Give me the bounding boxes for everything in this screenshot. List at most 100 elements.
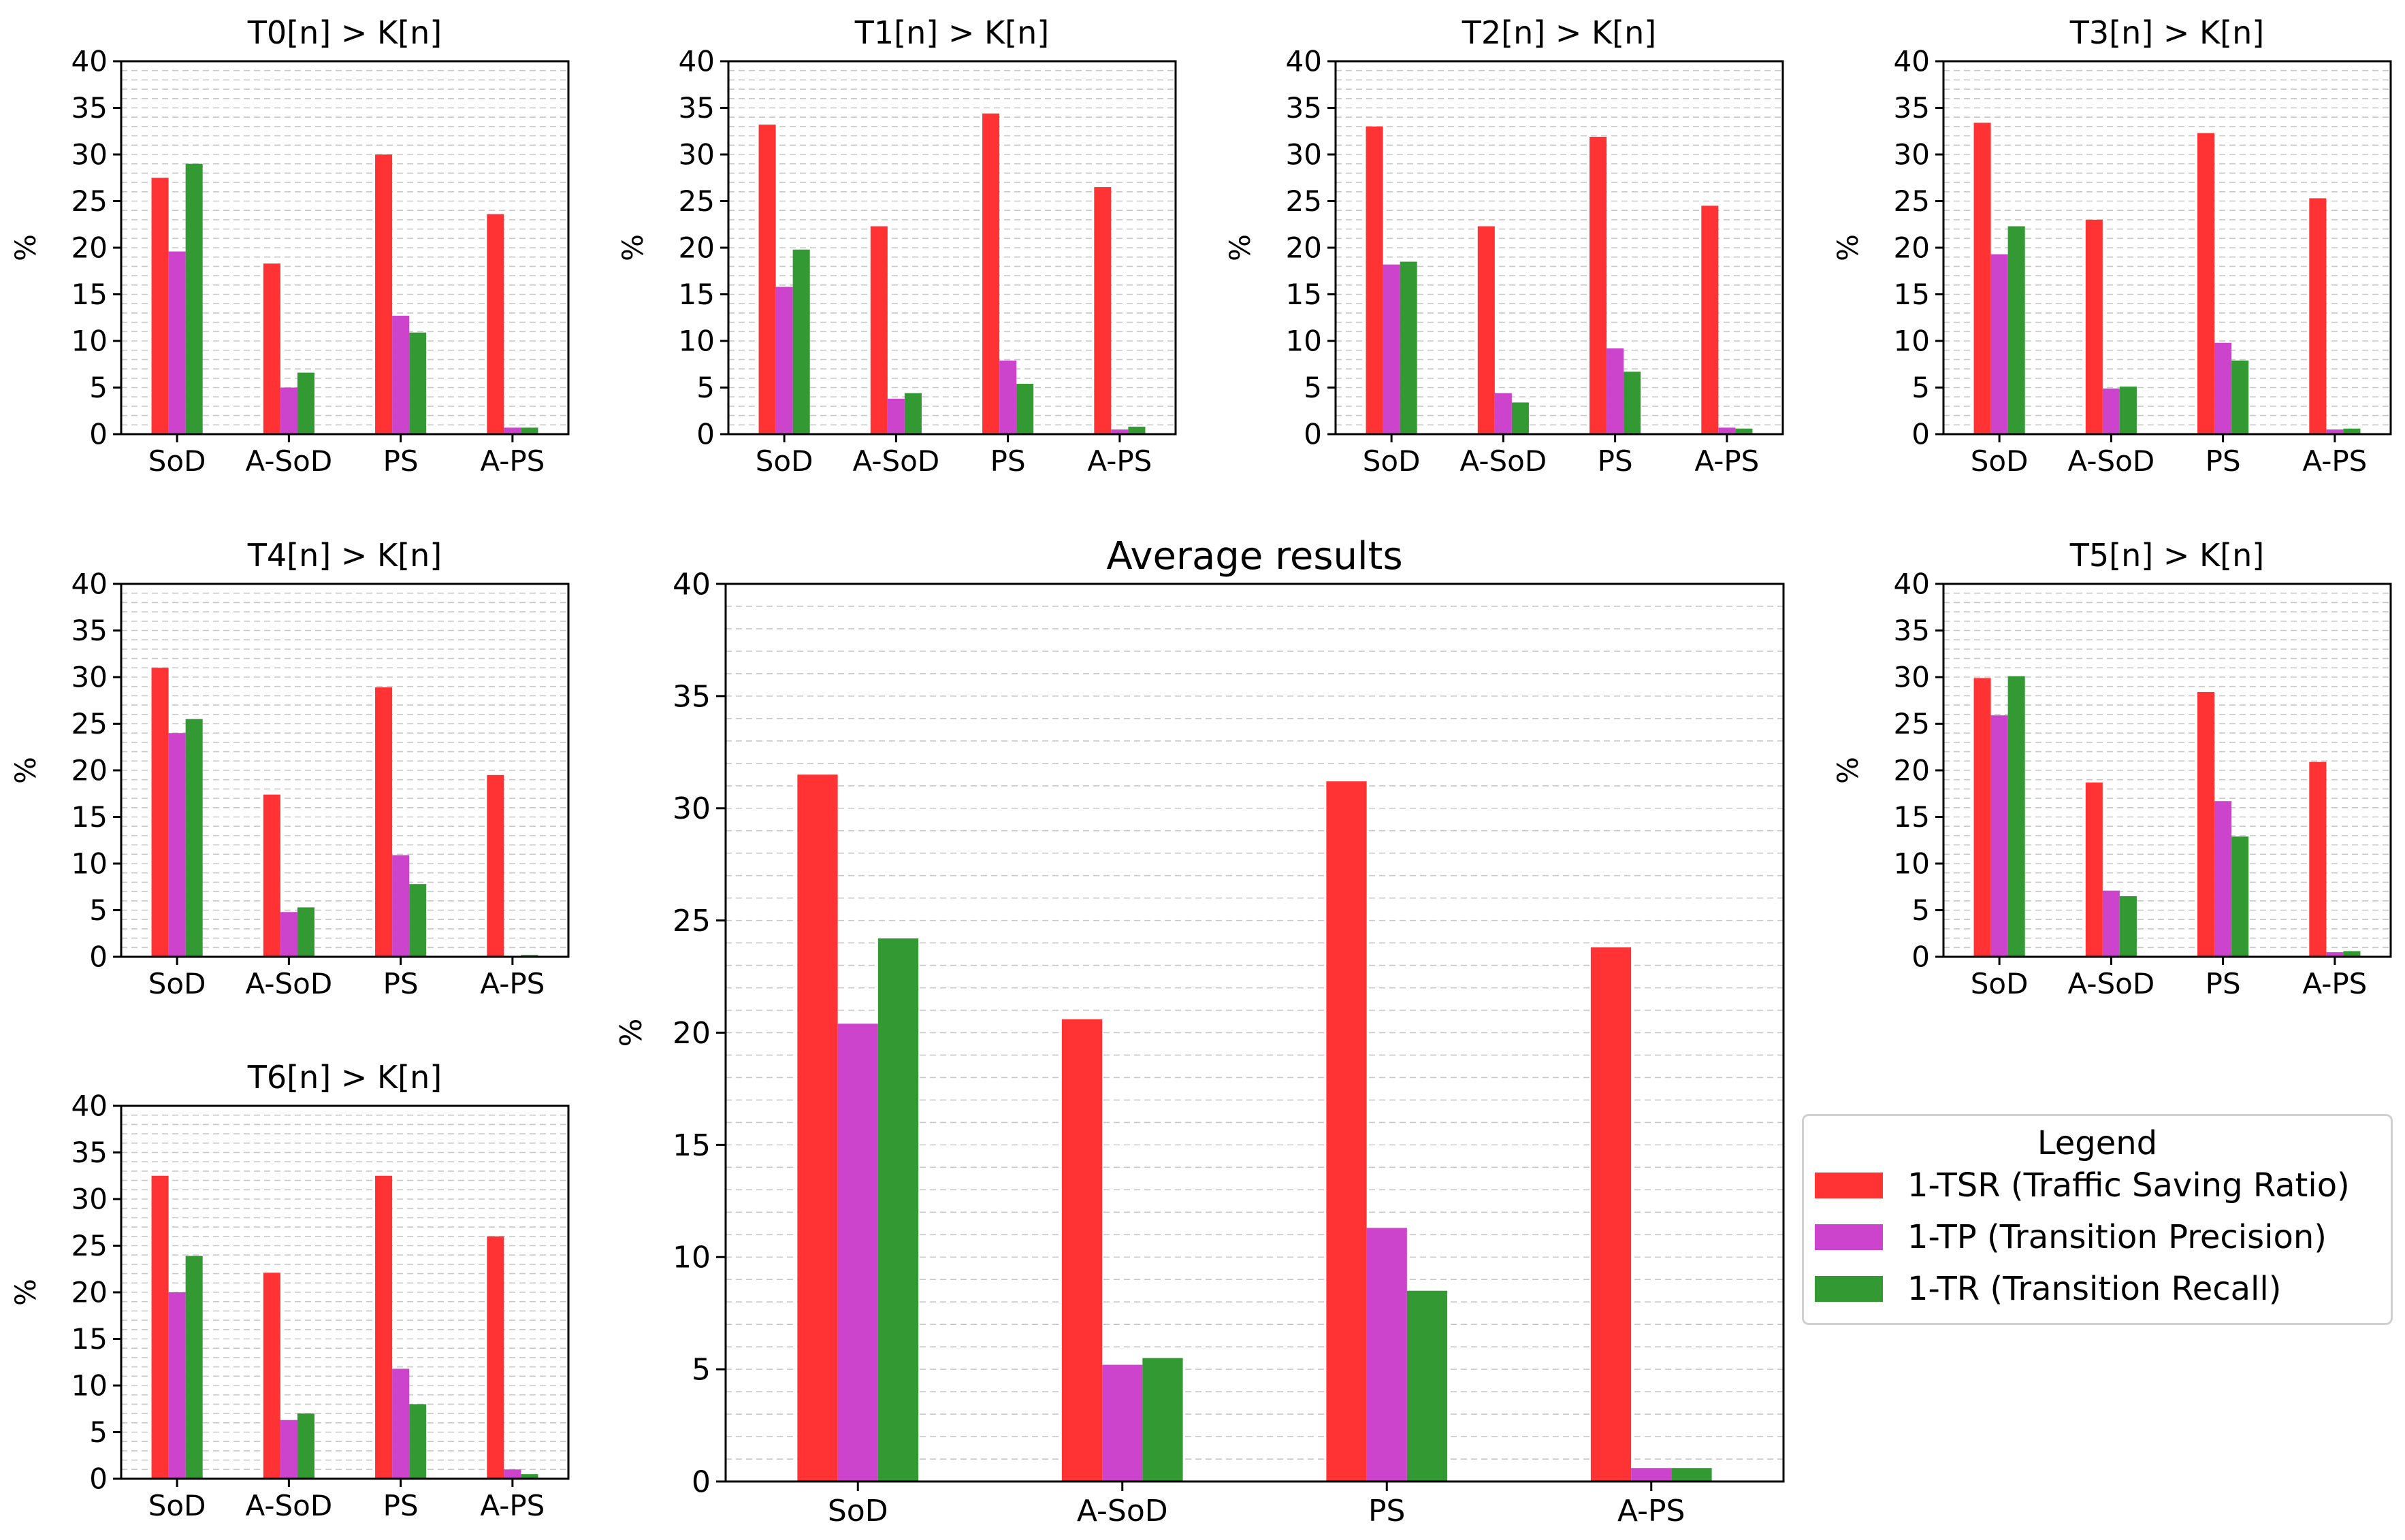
x-tick-label: PS bbox=[2206, 444, 2241, 478]
bar-a-sod-s2 bbox=[1511, 402, 1529, 434]
bar-a-ps-s0 bbox=[487, 1236, 504, 1479]
y-tick-label: 10 bbox=[679, 325, 715, 358]
x-tick-label: A-PS bbox=[480, 1489, 545, 1522]
chart-title: T3[n] > K[n] bbox=[2069, 14, 2264, 51]
bar-a-sod-s2 bbox=[2119, 387, 2137, 434]
bar-ps-s2 bbox=[1016, 384, 1034, 434]
chart-title: T0[n] > K[n] bbox=[247, 14, 442, 51]
legend-label-tr: 1-TR (Transition Recall) bbox=[1907, 1270, 2282, 1308]
bar-sod-s0 bbox=[797, 774, 838, 1481]
bar-a-ps-s0 bbox=[1701, 206, 1719, 434]
bar-ps-s2 bbox=[2231, 360, 2249, 434]
y-tick-label: 15 bbox=[673, 1128, 711, 1163]
bar-ps-s2 bbox=[2231, 836, 2249, 957]
bar-a-sod-s2 bbox=[904, 393, 922, 434]
bar-a-ps-s0 bbox=[1094, 186, 1112, 434]
bar-sod-s1 bbox=[168, 251, 186, 434]
bar-a-ps-s1 bbox=[1718, 427, 1736, 434]
bar-ps-s2 bbox=[409, 1404, 427, 1479]
y-tick-label: 0 bbox=[1911, 418, 1930, 451]
y-tick-label: 10 bbox=[71, 847, 108, 881]
y-tick-label: 15 bbox=[71, 278, 108, 311]
bar-ps-s0 bbox=[1326, 781, 1367, 1481]
y-tick-label: 25 bbox=[71, 1229, 108, 1262]
y-tick-label: 30 bbox=[71, 138, 108, 171]
bar-ps-s0 bbox=[2197, 133, 2215, 435]
y-tick-label: 25 bbox=[1894, 707, 1930, 740]
bar-sod-s2 bbox=[185, 1256, 203, 1479]
y-tick-label: 25 bbox=[673, 904, 711, 938]
y-tick-label: 5 bbox=[1304, 371, 1322, 404]
bar-a-ps-s1 bbox=[1631, 1468, 1672, 1481]
bar-ps-s1 bbox=[392, 855, 410, 957]
y-axis-label: % bbox=[1831, 234, 1865, 261]
bar-a-sod-s1 bbox=[1102, 1364, 1143, 1481]
y-axis-label: % bbox=[9, 757, 42, 784]
chart-t6: 0 5 10 15 20 25 30 35 40 SoD A-SoD PS A-PS T6[n] > K[… bbox=[9, 1059, 570, 1522]
y-tick-label: 35 bbox=[71, 91, 108, 125]
y-tick-label: 30 bbox=[71, 661, 108, 694]
y-tick-label: 35 bbox=[673, 679, 711, 714]
y-tick-label: 5 bbox=[89, 894, 108, 927]
y-tick-label: 40 bbox=[71, 1090, 108, 1123]
y-tick-label: 5 bbox=[1911, 371, 1930, 404]
y-tick-label: 25 bbox=[71, 184, 108, 218]
y-tick-label: 15 bbox=[71, 1322, 108, 1356]
y-tick-label: 35 bbox=[71, 1136, 108, 1169]
bar-sod-s1 bbox=[1383, 264, 1400, 434]
y-axis-label: % bbox=[1831, 757, 1865, 784]
x-tick-label: PS bbox=[383, 444, 419, 478]
x-tick-label: A-PS bbox=[2302, 967, 2367, 1000]
bar-ps-s1 bbox=[392, 316, 410, 434]
bar-sod-s0 bbox=[151, 178, 169, 434]
x-tick-label: A-PS bbox=[480, 967, 545, 1000]
bar-a-ps-s1 bbox=[504, 427, 521, 434]
bar-a-sod-s1 bbox=[280, 1420, 297, 1479]
bar-a-sod-s0 bbox=[1477, 226, 1495, 434]
y-tick-label: 15 bbox=[71, 800, 108, 834]
y-tick-label: 40 bbox=[1286, 45, 1322, 78]
y-tick-label: 0 bbox=[89, 940, 108, 974]
y-tick-label: 25 bbox=[1286, 184, 1322, 218]
bar-a-sod-s1 bbox=[2102, 890, 2120, 957]
bar-a-ps-s2 bbox=[1128, 427, 1146, 434]
x-tick-label: A-SoD bbox=[246, 444, 333, 478]
bar-a-ps-s1 bbox=[1111, 429, 1129, 434]
y-tick-label: 0 bbox=[89, 1462, 108, 1496]
bar-sod-s0 bbox=[1973, 122, 1991, 435]
bar-sod-s0 bbox=[758, 125, 776, 434]
bar-ps-s1 bbox=[392, 1369, 410, 1479]
bar-ps-s0 bbox=[375, 1175, 393, 1479]
x-tick-label: PS bbox=[990, 444, 1026, 478]
x-tick-label: SoD bbox=[828, 1494, 888, 1528]
chart-title: T6[n] > K[n] bbox=[247, 1059, 442, 1096]
y-tick-label: 0 bbox=[692, 1464, 711, 1499]
bar-a-sod-s0 bbox=[263, 1273, 280, 1479]
y-tick-label: 15 bbox=[1286, 278, 1322, 311]
chart-t0: 0 5 10 15 20 25 30 35 40 SoD A-SoD PS A-PS T0[n] > K[… bbox=[9, 14, 570, 478]
x-tick-label: A-SoD bbox=[853, 444, 940, 478]
bar-a-sod-s0 bbox=[2085, 219, 2103, 434]
x-tick-label: SoD bbox=[756, 444, 813, 478]
bar-ps-s2 bbox=[1624, 372, 1641, 434]
y-tick-label: 5 bbox=[696, 371, 715, 404]
bar-a-sod-s0 bbox=[263, 263, 280, 434]
legend-item-tr: 1-TR (Transition Recall) bbox=[1815, 1268, 2281, 1309]
y-axis-label: % bbox=[614, 1019, 649, 1047]
bar-sod-s0 bbox=[151, 668, 169, 957]
y-tick-label: 35 bbox=[1286, 91, 1322, 125]
bar-sod-s2 bbox=[2007, 676, 2025, 957]
y-tick-label: 0 bbox=[1304, 418, 1322, 451]
bar-ps-s1 bbox=[1366, 1228, 1407, 1481]
bar-a-ps-s0 bbox=[487, 774, 504, 957]
chart-t1: 0 5 10 15 20 25 30 35 40 SoD A-SoD PS A-PS T1[n] > K[… bbox=[616, 14, 1177, 478]
bar-a-ps-s2 bbox=[1671, 1468, 1712, 1481]
legend-swatch-tsr bbox=[1815, 1173, 1883, 1198]
y-axis-label: % bbox=[616, 234, 649, 261]
y-axis-label: % bbox=[9, 234, 42, 261]
bar-a-ps-s2 bbox=[1735, 428, 1753, 434]
y-tick-label: 30 bbox=[679, 138, 715, 171]
x-tick-label: SoD bbox=[1363, 444, 1421, 478]
bar-a-ps-s2 bbox=[521, 1474, 538, 1479]
